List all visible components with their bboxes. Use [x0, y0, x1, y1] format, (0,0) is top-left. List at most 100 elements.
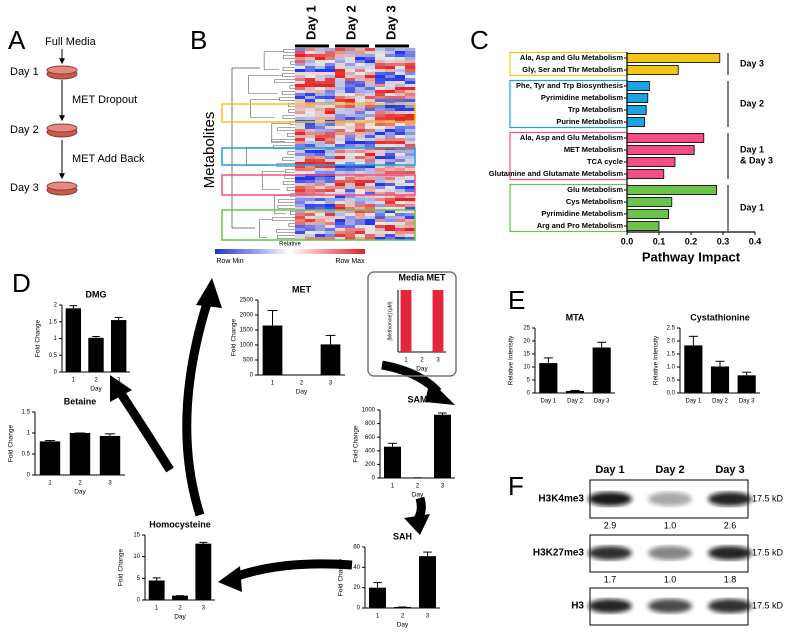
heatmap-cell	[295, 162, 306, 166]
bar	[626, 53, 721, 63]
heatmap-cell	[385, 237, 396, 241]
category-label: Gly, Ser and Thr Metabolism	[522, 65, 623, 74]
heatmap-cell	[375, 210, 386, 214]
heatmap-cell	[325, 168, 336, 172]
chart-title: Betaine	[64, 396, 97, 406]
heatmap-cell	[315, 81, 326, 85]
heatmap-cell	[325, 141, 336, 145]
heatmap-cell	[305, 171, 316, 175]
heatmap-cell	[305, 138, 316, 142]
heatmap-cell	[295, 159, 306, 163]
heatmap-cell	[335, 195, 346, 199]
heatmap-cell	[295, 114, 306, 118]
heatmap-cell	[335, 57, 346, 61]
dendrogram-branch	[282, 115, 295, 119]
heatmap-cell	[375, 96, 386, 100]
heatmap-cell	[365, 105, 376, 109]
heatmap-cell	[395, 231, 406, 235]
heatmap-cell	[365, 99, 376, 103]
heatmap-cell	[385, 129, 396, 133]
heatmap-cell	[365, 132, 376, 136]
heatmap-cell	[315, 129, 326, 133]
heatmap-cell	[395, 216, 406, 220]
heatmap-cell	[305, 222, 316, 226]
heatmap-cell	[325, 207, 336, 211]
panel-label: B	[190, 25, 207, 55]
quantification: 1.8	[724, 574, 737, 584]
heatmap-cell	[375, 126, 386, 130]
heatmap-cell	[315, 123, 326, 127]
heatmap-cell	[405, 210, 416, 214]
x-tick-label: 2	[401, 614, 405, 620]
heatmap-cell	[295, 90, 306, 94]
bar	[432, 290, 444, 352]
heatmap-cell	[375, 69, 386, 73]
heatmap-cell	[355, 108, 366, 112]
heatmap-cell	[375, 213, 386, 217]
heatmap-cell	[315, 180, 326, 184]
y-axis-label: Relative Intensity	[653, 335, 660, 385]
blot-band	[648, 599, 692, 613]
heatmap-cell	[395, 192, 406, 196]
heatmap-cell	[395, 213, 406, 217]
heatmap-cell	[365, 75, 376, 79]
heatmap-cell	[375, 93, 386, 97]
quantification: 1.7	[604, 574, 617, 584]
heatmap-cell	[405, 183, 416, 187]
heatmap-cell	[345, 57, 356, 61]
heatmap-cell	[315, 165, 326, 169]
heatmap-cell	[305, 141, 316, 145]
heatmap-cell	[375, 138, 386, 142]
heatmap-cell	[305, 87, 316, 91]
heatmap-cell	[305, 153, 316, 157]
group-label: Day 1	[740, 202, 764, 212]
heatmap-cell	[355, 60, 366, 64]
heatmap-cell	[325, 81, 336, 85]
y-tick-label: 0.5	[22, 452, 31, 458]
heatmap-cell	[315, 93, 326, 97]
heatmap-cell	[405, 219, 416, 223]
heatmap-cell	[325, 117, 336, 121]
legend-title: Relative	[279, 242, 301, 248]
heatmap-cell	[345, 132, 356, 136]
heatmap-cell	[335, 171, 346, 175]
heatmap-cell	[345, 189, 356, 193]
heatmap-cell	[405, 90, 416, 94]
heatmap-cell	[295, 177, 306, 181]
heatmap-cell	[375, 222, 386, 226]
heatmap-cell	[345, 87, 356, 91]
heatmap-cell	[365, 207, 376, 211]
heatmap-cell	[325, 84, 336, 88]
heatmap-cell	[395, 84, 406, 88]
heatmap-cell	[315, 150, 326, 154]
heatmap-cell	[325, 87, 336, 91]
heatmap-cell	[325, 129, 336, 133]
heatmap-cell	[345, 150, 356, 154]
dendrogram-branch	[290, 211, 295, 215]
heatmap-cell	[325, 237, 336, 241]
heatmap-cell	[345, 99, 356, 103]
bar	[626, 185, 717, 195]
y-tick-label: 400	[365, 448, 376, 454]
heatmap-cell	[335, 189, 346, 193]
heatmap-cell	[395, 54, 406, 58]
heatmap-cell	[345, 171, 356, 175]
heatmap-cell	[345, 156, 356, 160]
heatmap-cell	[305, 60, 316, 64]
blot-band	[588, 546, 632, 560]
heatmap-cell	[375, 192, 386, 196]
dendrogram-branch	[287, 151, 295, 155]
heatmap-cell	[335, 210, 346, 214]
heatmap-cell	[305, 192, 316, 196]
panel-label: D	[12, 268, 31, 298]
heatmap-cell	[385, 168, 396, 172]
heatmap-cell	[365, 66, 376, 70]
heatmap-cell	[405, 198, 416, 202]
heatmap-cell	[325, 126, 336, 130]
heatmap-cell	[375, 228, 386, 232]
bar	[434, 414, 451, 478]
heatmap-cell	[305, 201, 316, 205]
dendrogram-branch	[278, 199, 295, 203]
heatmap-cell	[395, 204, 406, 208]
heatmap-cell	[355, 234, 366, 238]
